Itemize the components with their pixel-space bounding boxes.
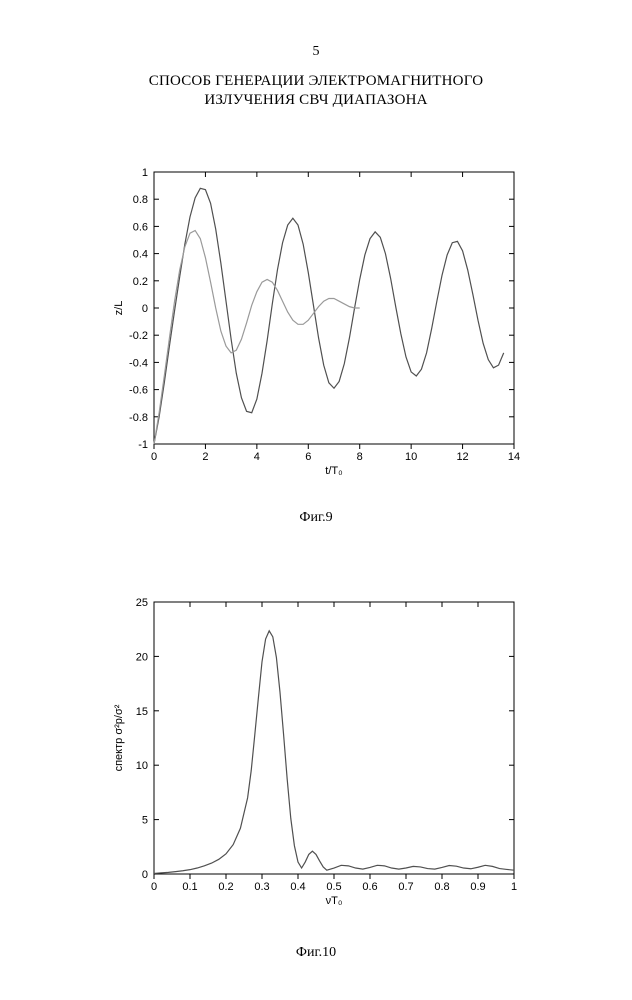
svg-text:1: 1 — [511, 881, 517, 893]
title-line2: ИЗЛУЧЕНИЯ СВЧ ДИАПАЗОНА — [0, 91, 632, 110]
svg-text:0.4: 0.4 — [290, 881, 305, 893]
svg-text:1: 1 — [142, 167, 148, 179]
svg-text:0.6: 0.6 — [362, 881, 377, 893]
svg-text:0.2: 0.2 — [133, 276, 148, 288]
svg-text:8: 8 — [357, 451, 363, 463]
figure-10-container: 00.10.20.30.40.50.60.70.80.910510152025ν… — [106, 590, 526, 910]
svg-text:νT₀: νT₀ — [326, 895, 343, 907]
svg-text:0: 0 — [142, 303, 148, 315]
svg-text:-0.6: -0.6 — [129, 385, 148, 397]
svg-text:0.8: 0.8 — [133, 194, 148, 206]
svg-text:5: 5 — [142, 815, 148, 827]
figure-9-container: 0 2 4 6 8 10 12 14 -1 -0.8 -0.6 -0.4 -0.2 0 0.2 0.4 0.6 0… — [106, 160, 526, 480]
svg-text:-1: -1 — [138, 439, 148, 451]
svg-text:0.3: 0.3 — [254, 881, 269, 893]
svg-text:0.4: 0.4 — [133, 249, 148, 261]
title-line1: СПОСОБ ГЕНЕРАЦИИ ЭЛЕКТРОМАГНИТНОГО — [149, 73, 483, 89]
svg-text:0.9: 0.9 — [470, 881, 485, 893]
svg-text:10: 10 — [136, 760, 148, 772]
svg-text:t/T₀: t/T₀ — [325, 465, 342, 477]
svg-text:0: 0 — [151, 451, 157, 463]
svg-text:2: 2 — [202, 451, 208, 463]
svg-text:-0.4: -0.4 — [129, 357, 148, 369]
svg-text:0.7: 0.7 — [398, 881, 413, 893]
svg-text:z/L: z/L — [113, 301, 125, 316]
svg-text:-0.2: -0.2 — [129, 330, 148, 342]
svg-text:14: 14 — [508, 451, 520, 463]
svg-text:0: 0 — [151, 881, 157, 893]
figure-9-caption: Фиг.9 — [0, 510, 632, 526]
svg-text:15: 15 — [136, 706, 148, 718]
page-number: 5 — [0, 44, 632, 60]
svg-text:0.6: 0.6 — [133, 221, 148, 233]
svg-text:6: 6 — [305, 451, 311, 463]
svg-text:25: 25 — [136, 597, 148, 609]
svg-text:0.5: 0.5 — [326, 881, 341, 893]
figure-10-caption: Фиг.10 — [0, 945, 632, 961]
svg-text:-0.8: -0.8 — [129, 412, 148, 424]
document-page: 5 СПОСОБ ГЕНЕРАЦИИ ЭЛЕКТРОМАГНИТНОГО ИЗЛ… — [0, 0, 632, 1000]
svg-text:0.1: 0.1 — [182, 881, 197, 893]
svg-text:0.8: 0.8 — [434, 881, 449, 893]
figure-9-chart: 0 2 4 6 8 10 12 14 -1 -0.8 -0.6 -0.4 -0.2 0 0.2 0.4 0.6 0… — [106, 160, 526, 480]
svg-text:0: 0 — [142, 869, 148, 881]
svg-text:спектр σ²p/σ²: спектр σ²p/σ² — [113, 704, 125, 771]
svg-text:4: 4 — [254, 451, 260, 463]
svg-text:20: 20 — [136, 651, 148, 663]
svg-text:12: 12 — [456, 451, 468, 463]
document-title: СПОСОБ ГЕНЕРАЦИИ ЭЛЕКТРОМАГНИТНОГО ИЗЛУЧ… — [0, 72, 632, 110]
svg-text:10: 10 — [405, 451, 417, 463]
figure-10-chart: 00.10.20.30.40.50.60.70.80.910510152025ν… — [106, 590, 526, 910]
svg-text:0.2: 0.2 — [218, 881, 233, 893]
